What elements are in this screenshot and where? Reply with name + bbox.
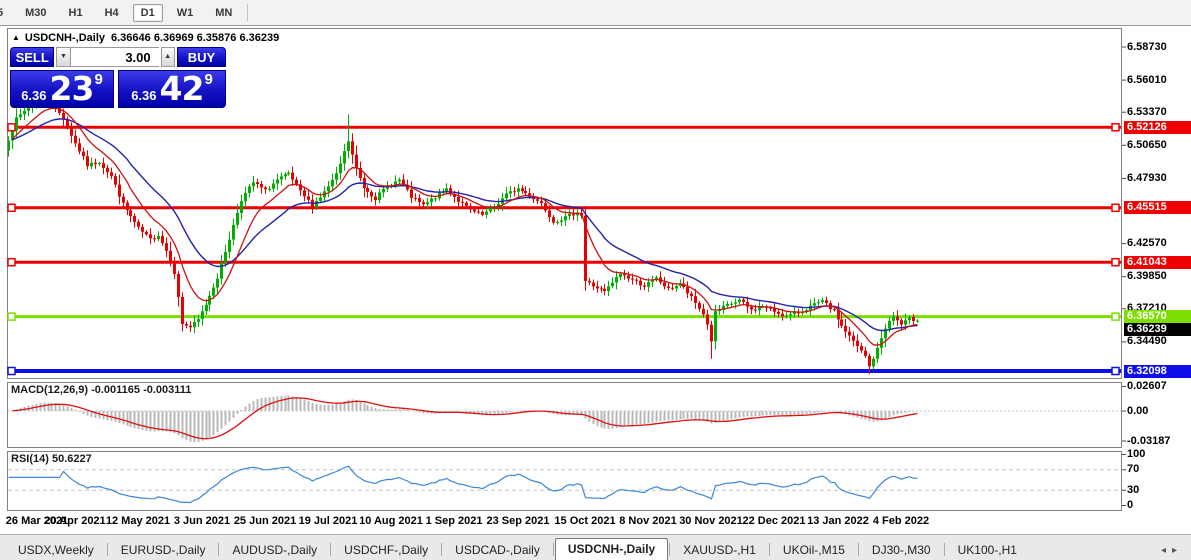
horizontal-level-lines[interactable] [8,125,1121,373]
chart-tab-usdcnh-[interactable]: USDCNH-,Daily [554,538,669,560]
chart-window: ▲ USDCNH-,Daily 6.36646 6.36969 6.35876 6.… [0,25,1191,535]
tab-nav-arrows: ◂▸ [1161,545,1183,556]
lot-size-input[interactable] [70,47,159,67]
chart-tab-dj30-[interactable]: DJ30-,M30 [871,543,931,557]
tab-separator [552,543,554,556]
timeframe-d1[interactable]: D1 [132,3,163,22]
tabs-scroll-left-icon[interactable]: ◂ [1160,545,1172,556]
lot-increase-button[interactable]: ▲ [160,47,175,67]
macd-indicator-label: MACD(12,26,9) -0.001165 -0.003111 [11,384,192,396]
buy-price-display[interactable]: 6.36 42 9 [118,70,226,108]
candles-layer [8,91,919,375]
ma-fast-line [12,107,918,346]
tab-separator [218,543,220,556]
collapse-arrow-icon: ▲ [12,33,20,42]
sell-price-display[interactable]: 6.36 23 9 [10,70,114,108]
spin-down-icon: ▼ [60,53,67,60]
chart-tab-usdcad-[interactable]: USDCAD-,Daily [455,543,540,557]
tab-separator [943,543,945,556]
buy-price-big: 42 [159,69,205,108]
tab-separator [857,543,859,556]
ohlc-values: 6.36646 6.36969 6.35876 6.36239 [111,32,280,44]
lot-decrease-button[interactable]: ▼ [56,47,71,67]
chart-ohlc-title: ▲ USDCNH-,Daily 6.36646 6.36969 6.35876 6.… [12,32,285,44]
toolbar-separator [247,4,249,21]
timeframe-m30[interactable]: M30 [25,6,47,19]
tab-separator [669,543,671,556]
buy-price-prefix: 6.36 [131,88,157,103]
chart-tab-usdchf-[interactable]: USDCHF-,Daily [344,543,429,557]
axis-ticks [1122,46,1126,506]
spin-up-icon: ▲ [164,53,172,60]
timeframe-h4[interactable]: H4 [104,6,119,19]
rsi-line [8,465,918,504]
chart-tab-xauusd-[interactable]: XAUUSD-,H1 [683,543,756,557]
timeframe-mn[interactable]: MN [215,6,233,19]
tabs-scroll-right-icon[interactable]: ▸ [1171,545,1183,556]
tab-separator [106,543,108,556]
chart-tab-bar: USDX,Weekly EURUSD-,Daily AUDUSD-,Daily USD… [0,534,1191,560]
tab-separator [330,543,332,556]
sell-price-big: 23 [49,69,95,108]
rsi-indicator-label: RSI(14) 50.6227 [11,453,92,465]
macd-signal-line [12,397,918,440]
tab-separator [441,543,443,556]
buy-button[interactable]: BUY [176,47,226,67]
chart-tab-uk100-[interactable]: UK100-,H1 [957,543,1017,557]
timeframe-5[interactable]: 5 [0,6,4,19]
level-handles[interactable] [7,123,1120,376]
chart-tab-eurusd-[interactable]: EURUSD-,Daily [120,543,206,557]
sell-price-pip: 9 [94,71,103,88]
tab-separator [768,543,770,556]
sell-button[interactable]: SELL [10,47,55,67]
trade-panel: SELL ▼ ▲ BUY 6.36 23 9 6.36 42 9 [10,47,226,109]
symbol-period-label: USDCNH-,Daily [24,32,105,44]
sell-price-prefix: 6.36 [21,88,47,103]
chart-tab-usdx[interactable]: USDX,Weekly [18,543,94,557]
timeframe-w1[interactable]: W1 [176,6,194,19]
ma-slow-line [12,118,918,332]
timeframe-h1[interactable]: H1 [68,6,83,19]
buy-price-pip: 9 [204,71,213,88]
chart-tab-ukoil-[interactable]: UKOil-,M15 [782,543,845,557]
chart-tab-audusd-[interactable]: AUDUSD-,Daily [232,543,318,557]
